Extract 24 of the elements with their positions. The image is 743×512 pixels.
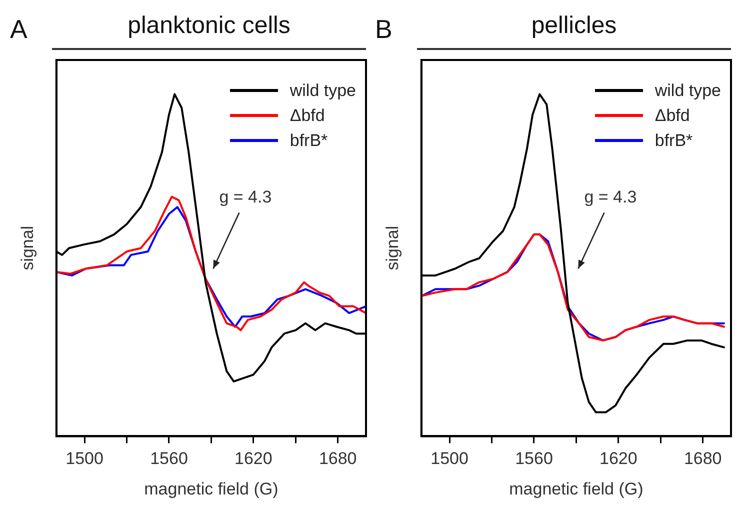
x-axis-title: magnetic field (G) bbox=[144, 479, 278, 498]
x-tick-label: 1500 bbox=[430, 449, 468, 468]
legend-label: wild type bbox=[654, 80, 721, 100]
legend-label: wild type bbox=[290, 80, 356, 100]
chart-title: pellicles bbox=[530, 12, 618, 40]
text: B bbox=[375, 14, 392, 45]
y-axis-title: signal bbox=[18, 226, 37, 270]
legend-label: bfrB* bbox=[290, 130, 328, 150]
x-tick-label: 1680 bbox=[318, 449, 357, 468]
x-tick-label: 1620 bbox=[234, 449, 272, 468]
y-axis-title: signal bbox=[382, 226, 402, 270]
x-tick-label: 1500 bbox=[66, 449, 104, 468]
legend-label: Δbfd bbox=[654, 106, 690, 126]
x-tick-label: 1560 bbox=[150, 449, 188, 468]
x-tick-label: 1680 bbox=[684, 449, 722, 468]
annotation: g = 4.3 bbox=[584, 188, 637, 207]
x-tick-label: 1620 bbox=[600, 449, 638, 468]
chart-title: planktonic cells bbox=[126, 12, 292, 40]
legend-label: bfrB* bbox=[654, 130, 693, 150]
legend-label: Δbfd bbox=[290, 106, 325, 126]
x-tick-label: 1560 bbox=[515, 449, 553, 468]
text: A bbox=[10, 14, 28, 45]
annotation: g = 4.3 bbox=[219, 188, 272, 207]
x-axis-title: magnetic field (G) bbox=[509, 479, 644, 498]
